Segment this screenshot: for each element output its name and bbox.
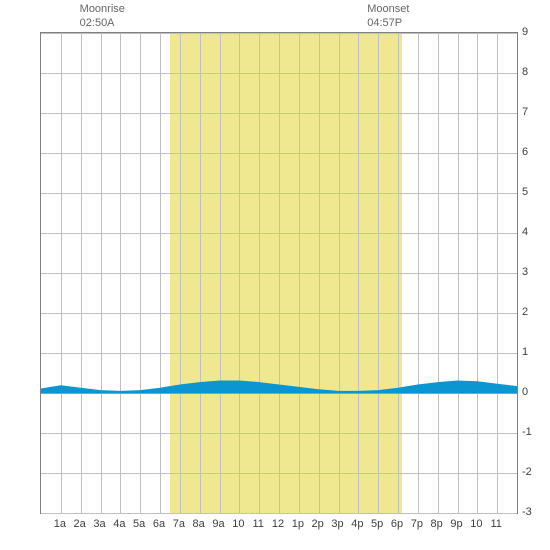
x-axis-tick: 5a xyxy=(133,518,145,530)
annotation-value: 04:57P xyxy=(367,16,409,30)
y-axis-tick: 5 xyxy=(522,186,528,198)
x-axis-tick: 9p xyxy=(450,518,462,530)
y-axis-tick: 7 xyxy=(522,106,528,118)
x-axis-tick: 6p xyxy=(391,518,403,530)
tide-chart: -3-2-101234567891a2a3a4a5a6a7a8a9a101112… xyxy=(0,0,550,550)
x-axis-tick: 12 xyxy=(272,518,284,530)
grid-line-horizontal xyxy=(41,513,517,514)
x-axis-tick: 8a xyxy=(193,518,205,530)
y-axis-tick: -2 xyxy=(522,466,532,478)
tide-series xyxy=(41,33,517,513)
x-axis-tick: 9a xyxy=(212,518,224,530)
y-axis-tick: -3 xyxy=(522,506,532,518)
y-axis-tick: 2 xyxy=(522,306,528,318)
y-axis-tick: 9 xyxy=(522,26,528,38)
x-axis-tick: 2p xyxy=(312,518,324,530)
annotation-title: Moonset xyxy=(367,2,409,16)
y-axis-tick: 3 xyxy=(522,266,528,278)
x-axis-tick: 4a xyxy=(113,518,125,530)
x-axis-tick: 10 xyxy=(470,518,482,530)
y-axis-tick: 4 xyxy=(522,226,528,238)
y-axis-tick: 0 xyxy=(522,386,528,398)
x-axis-tick: 11 xyxy=(490,518,501,530)
y-axis-tick: 6 xyxy=(522,146,528,158)
moonset-annotation: Moonset04:57P xyxy=(367,2,409,31)
y-axis-tick: 8 xyxy=(522,66,528,78)
x-axis-tick: 3a xyxy=(93,518,105,530)
x-axis-tick: 7a xyxy=(173,518,185,530)
x-axis-tick: 2a xyxy=(74,518,86,530)
x-axis-tick: 1a xyxy=(54,518,66,530)
x-axis-tick: 5p xyxy=(371,518,383,530)
x-axis-tick: 6a xyxy=(153,518,165,530)
x-axis-tick: 11 xyxy=(252,518,263,530)
moonrise-annotation: Moonrise02:50A xyxy=(80,2,125,31)
x-axis-tick: 3p xyxy=(331,518,343,530)
annotation-title: Moonrise xyxy=(80,2,125,16)
x-axis-tick: 1p xyxy=(292,518,304,530)
annotation-value: 02:50A xyxy=(80,16,125,30)
x-axis-tick: 8p xyxy=(431,518,443,530)
x-axis-tick: 10 xyxy=(232,518,244,530)
plot-area xyxy=(40,32,518,514)
x-axis-tick: 4p xyxy=(351,518,363,530)
y-axis-tick: -1 xyxy=(522,426,532,438)
y-axis-tick: 1 xyxy=(522,346,528,358)
x-axis-tick: 7p xyxy=(411,518,423,530)
